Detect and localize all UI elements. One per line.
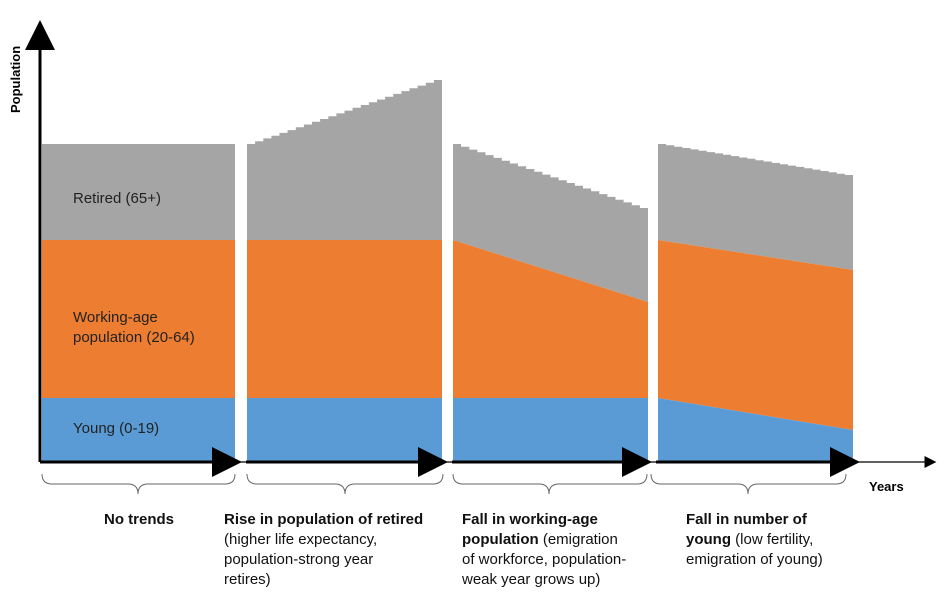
caption-fall-working-title-1: Fall in working-age <box>462 511 598 528</box>
caption-fall-working-detail-inline: (emigration <box>542 531 618 548</box>
working-band-label-line1: Working-age <box>73 309 158 326</box>
brace-1 <box>41 473 236 495</box>
caption-fall-young-title-2: young <box>686 531 731 548</box>
x-axis-label: Years <box>869 479 904 494</box>
panel-rise-retired <box>247 80 442 461</box>
caption-fall-young-detail-1: emigration of young) <box>686 551 823 568</box>
panel3-young-area <box>453 398 648 461</box>
caption-rise-retired: Rise in population of retired (higher li… <box>224 510 423 590</box>
panel3-working-area <box>453 240 648 398</box>
panel2-young-area <box>247 398 442 461</box>
panel2-retired-area <box>247 80 442 240</box>
caption-fall-working-title-2: population <box>462 531 539 548</box>
panel4-retired-area <box>658 144 853 270</box>
panel3-retired-area <box>453 144 648 302</box>
panel4-working-area <box>658 240 853 430</box>
brace-3 <box>452 473 648 495</box>
caption-rise-retired-title: Rise in population of retired <box>224 511 424 528</box>
caption-rise-retired-detail-3: retires) <box>224 571 271 588</box>
caption-rise-retired-detail-2: population-strong year <box>224 551 374 568</box>
caption-fall-working-detail-2: weak year grows up) <box>462 571 601 588</box>
caption-fall-young-title-1: Fall in number of <box>686 511 807 528</box>
panel1-young-area <box>42 398 235 461</box>
caption-fall-working-detail-1: of workforce, population- <box>462 551 627 568</box>
panel1-retired-area <box>42 144 235 240</box>
y-axis-label: Population <box>8 46 23 113</box>
caption-rise-retired-detail-1: (higher life expectancy, <box>224 531 378 548</box>
panel-fall-working <box>453 144 648 461</box>
caption-no-trends-title: No trends <box>104 511 175 528</box>
caption-fall-working: Fall in working-age population (emigrati… <box>462 510 626 590</box>
panel4-young-area <box>658 398 853 461</box>
working-band-label-line2: population (20-64) <box>73 329 195 346</box>
retired-band-label: Retired (65+) <box>73 190 161 207</box>
caption-no-trends: No trends <box>104 510 174 530</box>
brace-2 <box>246 473 444 495</box>
brace-4 <box>650 473 847 495</box>
young-band-label: Young (0-19) <box>73 420 159 437</box>
panel2-working-area <box>247 240 442 398</box>
caption-fall-young: Fall in number of young (low fertility, … <box>686 510 823 570</box>
caption-fall-young-detail-inline: (low fertility, <box>735 531 814 548</box>
panel1-working-area <box>42 240 235 398</box>
panel-no-trends <box>42 144 235 461</box>
panel-fall-young <box>658 144 853 461</box>
